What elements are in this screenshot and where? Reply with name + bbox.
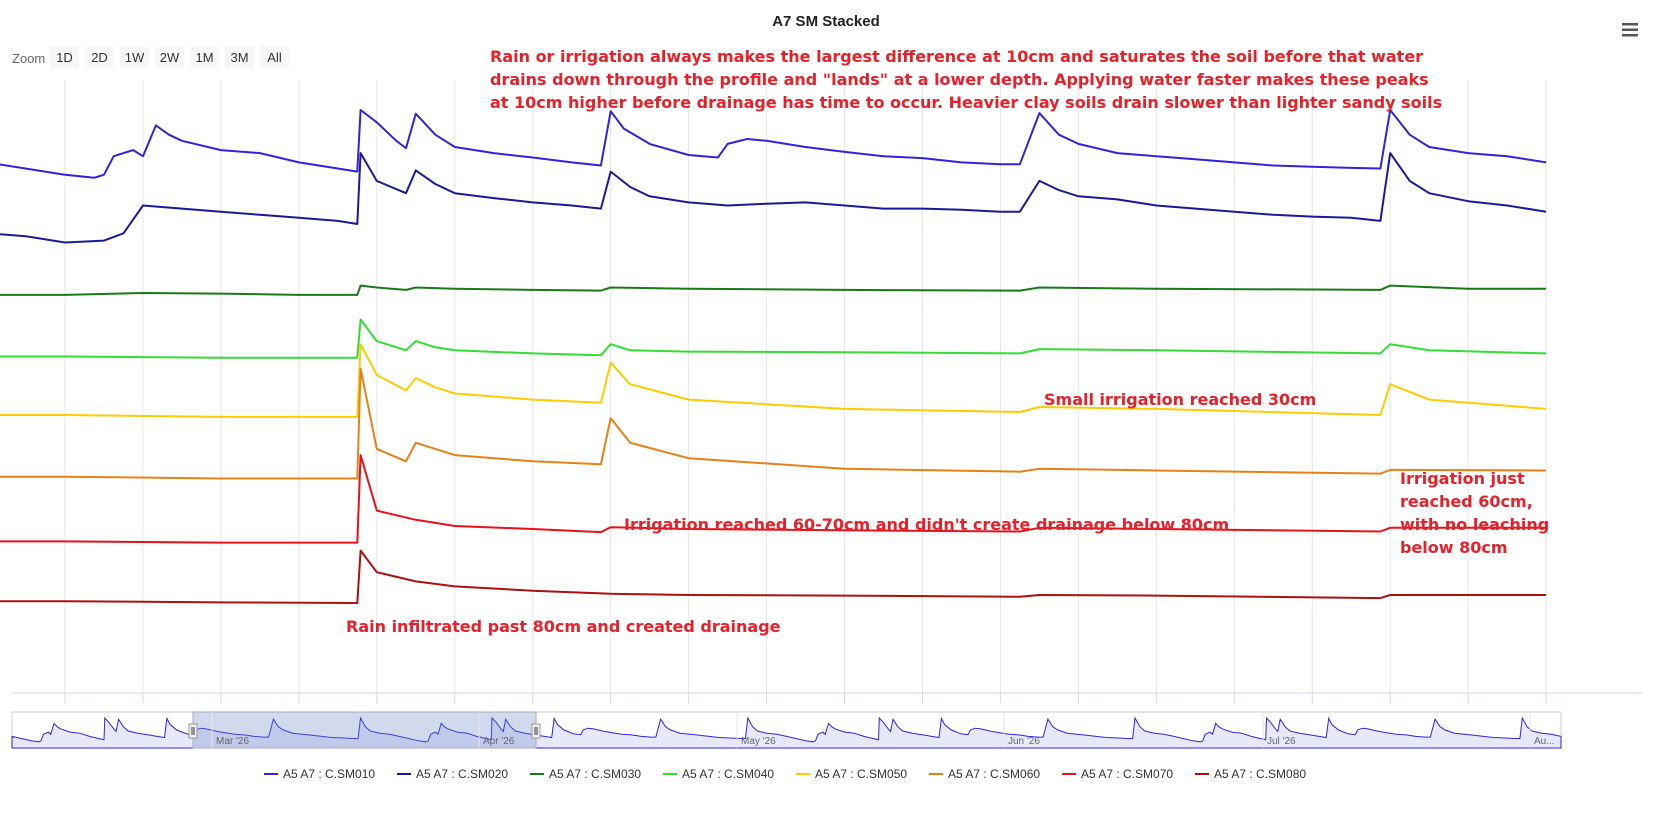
annotation-line: below 80cm (1400, 538, 1508, 557)
zoom-button-3m[interactable]: 3M (225, 46, 254, 68)
legend-label: A5 A7 : C.SM040 (682, 767, 774, 781)
series-line-sm070[interactable] (0, 454, 1547, 544)
navigator-label: Jun '26 (1008, 736, 1040, 747)
grid-lines (64, 80, 1547, 693)
annotation-line: Rain or irrigation always makes the larg… (490, 47, 1423, 66)
zoom-button-label: 1W (125, 50, 145, 65)
legend-item-sm050[interactable]: A5 A7 : C.SM050 (796, 767, 907, 781)
legend-item-sm060[interactable]: A5 A7 : C.SM060 (929, 767, 1040, 781)
annotation-line: Irrigation reached 60-70cm and didn't cr… (624, 515, 1229, 534)
zoom-button-group: 1D 2D 1W 2W 1M 3M All (50, 46, 289, 68)
series-line-sm050[interactable] (0, 343, 1547, 418)
zoom-button-label: 2W (160, 50, 180, 65)
legend-item-sm010[interactable]: A5 A7 : C.SM010 (264, 767, 375, 781)
legend-item-sm070[interactable]: A5 A7 : C.SM070 (1062, 767, 1173, 781)
annotation-irrigation-60-70cm: Irrigation reached 60-70cm and didn't cr… (624, 515, 1229, 534)
series-line-sm080[interactable] (0, 549, 1547, 604)
annotation-rain-irrigation-note: Rain or irrigation always makes the larg… (490, 47, 1442, 112)
zoom-label: Zoom (12, 51, 45, 66)
legend-label: A5 A7 : C.SM050 (815, 767, 907, 781)
series-line-sm060[interactable] (0, 367, 1547, 480)
legend-label: A5 A7 : C.SM060 (948, 767, 1040, 781)
legend-item-sm030[interactable]: A5 A7 : C.SM030 (530, 767, 641, 781)
series-line-sm030[interactable] (0, 284, 1547, 296)
navigator-series (11, 716, 1562, 749)
annotation-irrigation-60cm: Irrigation just reached 60cm, with no leac… (1400, 469, 1549, 557)
legend-label: A5 A7 : C.SM070 (1081, 767, 1173, 781)
series-line-sm040[interactable] (0, 318, 1547, 359)
legend-label: A5 A7 : C.SM080 (1214, 767, 1306, 781)
annotation-line: drains down through the profile and "lan… (490, 70, 1429, 89)
hamburger-menu-icon[interactable] (1618, 18, 1642, 40)
legend-item-sm040[interactable]: A5 A7 : C.SM040 (663, 767, 774, 781)
series-line-sm020[interactable] (0, 152, 1547, 244)
navigator-label: Mar '26 (216, 736, 249, 747)
annotation-small-irrigation: Small irrigation reached 30cm (1044, 390, 1316, 409)
series-layer (0, 109, 1547, 604)
series-line-sm010[interactable] (0, 109, 1547, 179)
zoom-button-2w[interactable]: 2W (155, 46, 184, 68)
navigator-label: Jul '26 (1267, 736, 1296, 747)
legend-item-sm020[interactable]: A5 A7 : C.SM020 (397, 767, 508, 781)
zoom-button-2d[interactable]: 2D (85, 46, 114, 68)
zoom-button-1m[interactable]: 1M (190, 46, 219, 68)
legend-label: A5 A7 : C.SM030 (549, 767, 641, 781)
legend-label: A5 A7 : C.SM010 (283, 767, 375, 781)
zoom-button-all[interactable]: All (260, 46, 289, 68)
zoom-button-label: 3M (230, 50, 248, 65)
legend-label: A5 A7 : C.SM020 (416, 767, 508, 781)
annotation-rain-drainage: Rain infiltrated past 80cm and created d… (346, 617, 781, 636)
annotation-line: reached 60cm, (1400, 492, 1533, 511)
annotation-line: Rain infiltrated past 80cm and created d… (346, 617, 781, 636)
navigator-label: Au... (1534, 736, 1555, 747)
navigator[interactable]: Mar '26 Apr '26 May '26 Jun '26 Jul '26 Au... (11, 711, 1562, 749)
zoom-button-label: 1D (56, 50, 73, 65)
annotation-line: Small irrigation reached 30cm (1044, 390, 1316, 409)
zoom-button-label: All (267, 50, 282, 65)
zoom-button-label: 1M (195, 50, 213, 65)
annotation-line: Irrigation just (1400, 469, 1525, 488)
zoom-button-label: 2D (91, 50, 108, 65)
navigator-label: May '26 (741, 736, 776, 747)
navigator-handle-left[interactable] (188, 723, 198, 739)
annotation-line: with no leaching (1400, 515, 1549, 534)
zoom-button-1w[interactable]: 1W (120, 46, 149, 68)
legend-item-sm080[interactable]: A5 A7 : C.SM080 (1195, 767, 1306, 781)
zoom-button-1d[interactable]: 1D (50, 46, 79, 68)
annotation-line: at 10cm higher before drainage has time … (490, 93, 1442, 112)
chart-title: A7 SM Stacked (772, 13, 880, 30)
navigator-label: Apr '26 (483, 736, 515, 747)
navigator-handle-right[interactable] (531, 723, 541, 739)
legend: A5 A7 : C.SM010 A5 A7 : C.SM020 A5 A7 : C.… (264, 767, 1306, 781)
annotations: Rain or irrigation always makes the larg… (346, 47, 1549, 636)
